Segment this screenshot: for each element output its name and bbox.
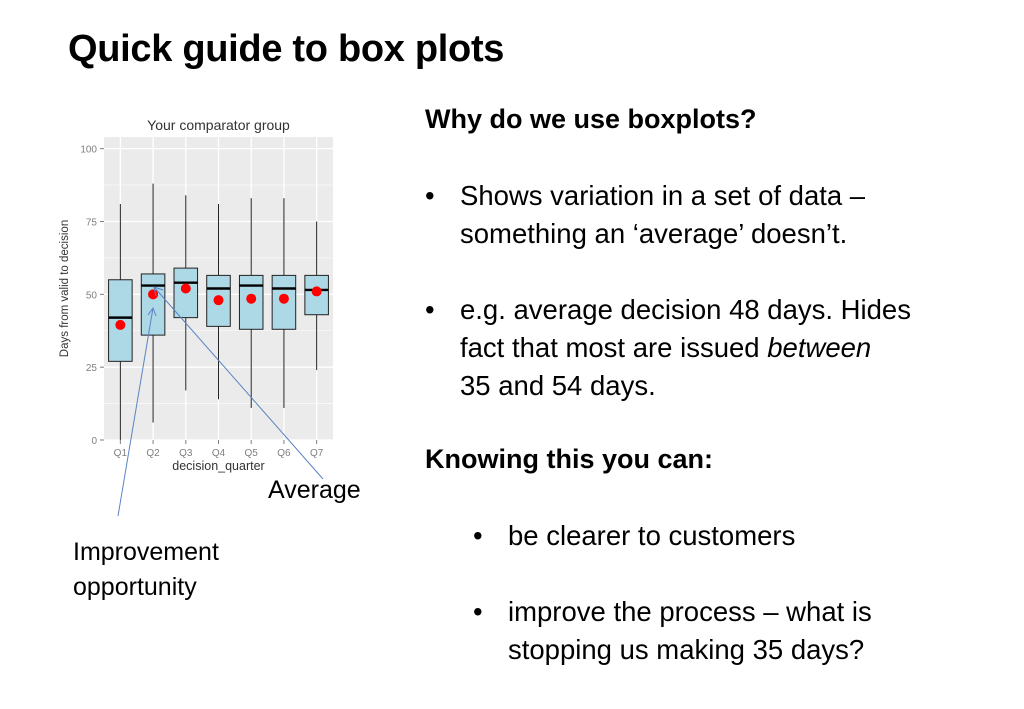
y-axis-label: Days from valid to decision [59,220,71,357]
bullet-example-line2: fact that most are issued [460,332,768,363]
x-tick-label: Q2 [146,448,160,459]
box-q2 [140,273,166,336]
bullet-variation-line2: something an ‘average’ doesn’t. [460,218,848,249]
mean-point [180,283,191,294]
mean-point [278,293,289,304]
bullet-dot: • [425,180,435,211]
bullet-dot: • [473,520,483,551]
x-tick-label: Q1 [114,448,128,459]
bullet-example-emphasis: between [767,332,872,363]
y-tick-label: 50 [86,290,98,301]
bullet-example-line3: 35 and 54 days. [460,370,656,401]
bullet-dot: • [425,294,435,325]
chart-title: Your comparator group [147,117,290,133]
boxplot-chart: Your comparator group 0 25 50 75 100 Q1 Q2 Q3 Q4 Q… [59,117,333,473]
bullet-customers-line1: be clearer to customers [508,520,796,551]
average-label: Average [268,476,361,504]
improvement-opportunity-label: Improvement opportunity [73,535,219,605]
bullet-example-line1: e.g. average decision 48 days. Hides [460,294,911,325]
slide-title: Quick guide to box plots [68,28,505,70]
bullet-variation-line1: Shows variation in a set of data – [460,180,866,211]
x-tick-label: Q6 [277,448,291,459]
x-tick-label: Q5 [245,448,259,459]
mean-point [148,289,159,300]
y-tick-label: 0 [91,436,97,447]
bullet-dot: • [473,596,483,627]
why-boxplots-heading: Why do we use boxplots? [425,104,757,134]
x-tick-label: Q3 [179,448,193,459]
improvement-line1: Improvement [73,538,219,566]
improvement-line2: opportunity [73,573,197,601]
mean-point [311,286,322,297]
x-axis-label: decision_quarter [172,459,264,473]
x-tick-label: Q4 [212,448,226,459]
mean-point [115,319,126,330]
bullet-process-line1: improve the process – what is [508,596,872,627]
y-tick-label: 100 [80,145,97,156]
knowing-heading: Knowing this you can: [425,444,713,474]
y-tick-label: 25 [86,363,98,374]
mean-point [213,295,224,306]
x-tick-label: Q7 [310,448,324,459]
y-tick-label: 75 [86,217,98,228]
mean-point [246,293,257,304]
bullet-process-line2: stopping us making 35 days? [508,634,865,665]
